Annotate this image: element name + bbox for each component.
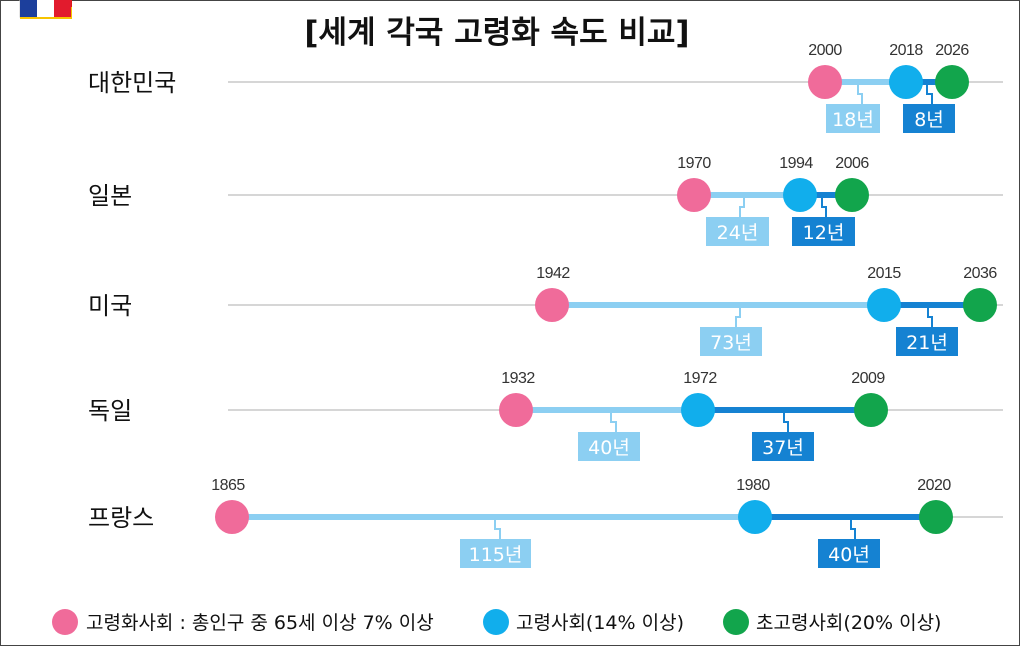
country-name: 미국	[88, 292, 132, 320]
year-label: 2000	[808, 42, 842, 59]
year-label: 2006	[835, 155, 869, 172]
super-aged-society-point	[963, 288, 997, 322]
duration-label-box	[826, 104, 880, 133]
duration-label-box	[578, 432, 640, 461]
year-label: 2036	[963, 265, 997, 282]
country-row: 일본 24년 12년 1970 1994 2006	[19, 0, 1003, 246]
duration-label: 24년	[717, 222, 759, 244]
country-name: 프랑스	[88, 504, 154, 532]
duration-label: 21년	[906, 332, 948, 354]
legend: 고령화사회 : 총인구 중 65세 이상 7% 이상 고령사회(14% 이상) …	[52, 609, 941, 635]
duration-label: 40년	[588, 437, 630, 459]
legend-label-aging-society: 고령화사회 : 총인구 중 65세 이상 7% 이상	[86, 612, 434, 634]
duration-connector	[927, 308, 933, 327]
chart-title: [세계 각국 고령화 속도 비교]	[304, 15, 689, 51]
duration-label: 40년	[828, 544, 870, 566]
year-label: 2009	[851, 370, 885, 387]
country-row: 프랑스 115년 40년 1865 1980 2020	[20, 0, 1003, 568]
duration-label-box	[896, 327, 958, 356]
legend-item-super-aged-society: 초고령사회(20% 이상)	[723, 609, 941, 635]
duration-connector	[783, 413, 789, 432]
duration-label: 115년	[469, 544, 523, 566]
aged-society-point	[783, 178, 817, 212]
super-aged-society-point	[935, 65, 969, 99]
year-label: 1970	[677, 155, 711, 172]
duration-connector	[821, 198, 827, 217]
duration-connector	[926, 85, 933, 104]
year-label: 2015	[867, 265, 901, 282]
aging-society-point	[677, 178, 711, 212]
aged-society-point	[681, 393, 715, 427]
aged-society-point	[738, 500, 772, 534]
legend-item-aged-society: 고령사회(14% 이상)	[483, 609, 684, 635]
duration-label-box	[752, 432, 814, 461]
year-label: 1980	[736, 477, 770, 494]
duration-connector	[610, 413, 617, 432]
legend-marker-aging-society	[52, 609, 78, 635]
aging-society-point	[535, 288, 569, 322]
duration-connector	[850, 520, 856, 539]
aged-society-point	[867, 288, 901, 322]
year-label: 1972	[683, 370, 717, 387]
duration-connector	[735, 308, 741, 327]
country-name: 독일	[88, 397, 132, 425]
country-row: 미국 73년 21년 1942 2015 2036	[20, 0, 1003, 356]
duration-label: 12년	[803, 222, 845, 244]
super-aged-society-point	[854, 393, 888, 427]
super-aged-society-point	[919, 500, 953, 534]
duration-connector	[857, 85, 863, 104]
legend-marker-super-aged-society	[723, 609, 749, 635]
country-name: 일본	[88, 182, 132, 210]
country-row: 독일 40년 37년 1932 1972 2009	[20, 0, 1003, 461]
duration-label-box	[460, 539, 531, 568]
aging-society-point	[808, 65, 842, 99]
duration-label-box	[700, 327, 762, 356]
year-label: 1942	[536, 265, 570, 282]
year-label: 2026	[935, 42, 969, 59]
aging-society-point	[499, 393, 533, 427]
duration-label-box	[818, 539, 880, 568]
aging-society-point	[215, 500, 249, 534]
france-flag-icon	[20, 0, 71, 17]
duration-label: 73년	[710, 332, 752, 354]
country-name: 대한민국	[88, 69, 176, 97]
year-label: 1994	[779, 155, 813, 172]
year-label: 2020	[917, 477, 951, 494]
legend-label-aged-society: 고령사회(14% 이상)	[516, 612, 684, 634]
year-label: 1932	[501, 370, 535, 387]
duration-label-box	[792, 217, 855, 246]
year-label: 1865	[211, 477, 245, 494]
duration-label-box	[706, 217, 769, 246]
duration-label: 37년	[762, 437, 804, 459]
duration-label: 8년	[914, 109, 944, 131]
duration-connector	[739, 198, 745, 217]
duration-label: 18년	[832, 109, 874, 131]
legend-marker-aged-society	[483, 609, 509, 635]
super-aged-society-point	[835, 178, 869, 212]
legend-item-aging-society: 고령화사회 : 총인구 중 65세 이상 7% 이상	[52, 609, 434, 635]
legend-label-super-aged-society: 초고령사회(20% 이상)	[756, 612, 941, 634]
duration-label-box	[903, 104, 955, 133]
duration-connector	[494, 520, 501, 539]
year-label: 2018	[889, 42, 923, 59]
aged-society-point	[889, 65, 923, 99]
